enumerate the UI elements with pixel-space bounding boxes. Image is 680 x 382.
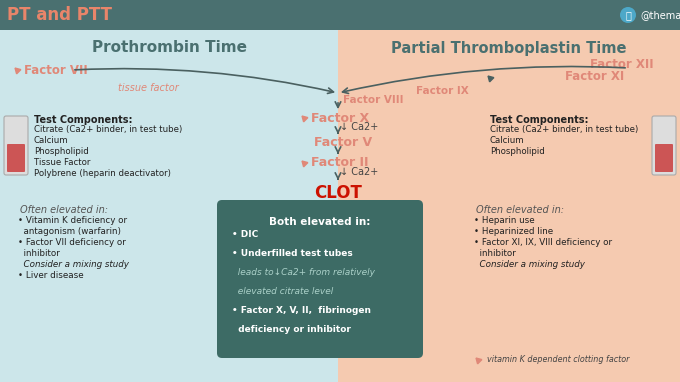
Text: Calcium: Calcium bbox=[490, 136, 525, 145]
Text: • Factor VII deficiency or: • Factor VII deficiency or bbox=[18, 238, 126, 247]
Text: 🐦: 🐦 bbox=[625, 10, 631, 21]
Text: @thematttsai: @thematttsai bbox=[640, 10, 680, 20]
Text: • Factor X, V, II,  fibrinogen: • Factor X, V, II, fibrinogen bbox=[232, 306, 371, 315]
Text: Often elevated in:: Often elevated in: bbox=[476, 205, 564, 215]
Bar bbox=[0, 30, 338, 382]
FancyBboxPatch shape bbox=[652, 116, 676, 175]
Text: Often elevated in:: Often elevated in: bbox=[20, 205, 108, 215]
Bar bbox=[338, 30, 680, 382]
Text: PT and PTT: PT and PTT bbox=[7, 6, 112, 24]
Text: Factor V: Factor V bbox=[314, 136, 372, 149]
Text: Factor X: Factor X bbox=[311, 112, 369, 125]
Text: Factor II: Factor II bbox=[311, 157, 369, 170]
Text: Citrate (Ca2+ binder, in test tube): Citrate (Ca2+ binder, in test tube) bbox=[490, 125, 639, 134]
Text: inhibitor: inhibitor bbox=[18, 249, 60, 258]
Text: elevated citrate level: elevated citrate level bbox=[232, 287, 333, 296]
Text: antagonism (warfarin): antagonism (warfarin) bbox=[18, 227, 121, 236]
Text: Factor VII: Factor VII bbox=[24, 63, 88, 76]
Text: • Heparin use: • Heparin use bbox=[474, 216, 534, 225]
Text: ↓ Ca2+: ↓ Ca2+ bbox=[340, 122, 378, 132]
Text: Phospholipid: Phospholipid bbox=[490, 147, 545, 156]
Text: • Vitamin K deficiency or: • Vitamin K deficiency or bbox=[18, 216, 127, 225]
Text: Citrate (Ca2+ binder, in test tube): Citrate (Ca2+ binder, in test tube) bbox=[34, 125, 182, 134]
Text: deficiency or inhibitor: deficiency or inhibitor bbox=[232, 325, 351, 334]
Text: Factor XII: Factor XII bbox=[590, 58, 653, 71]
Text: • Factor XI, IX, VIII deficiency or: • Factor XI, IX, VIII deficiency or bbox=[474, 238, 612, 247]
Text: Partial Thromboplastin Time: Partial Thromboplastin Time bbox=[391, 40, 627, 55]
Bar bbox=[0, 0, 680, 30]
Text: Consider a mixing study: Consider a mixing study bbox=[18, 260, 129, 269]
FancyBboxPatch shape bbox=[4, 116, 28, 175]
Text: Tissue Factor: Tissue Factor bbox=[34, 158, 90, 167]
Text: • DIC: • DIC bbox=[232, 230, 258, 239]
Text: leads to↓Ca2+ from relatively: leads to↓Ca2+ from relatively bbox=[232, 268, 375, 277]
Text: Factor VIII: Factor VIII bbox=[343, 95, 403, 105]
Text: Calcium: Calcium bbox=[34, 136, 69, 145]
Text: Polybrene (heparin deactivator): Polybrene (heparin deactivator) bbox=[34, 169, 171, 178]
Text: • Heparinized line: • Heparinized line bbox=[474, 227, 553, 236]
Text: Factor XI: Factor XI bbox=[565, 70, 624, 83]
FancyBboxPatch shape bbox=[7, 144, 25, 172]
Text: Phospholipid: Phospholipid bbox=[34, 147, 89, 156]
Text: Test Components:: Test Components: bbox=[34, 115, 133, 125]
Text: CLOT: CLOT bbox=[314, 184, 362, 202]
Text: Consider a mixing study: Consider a mixing study bbox=[474, 260, 585, 269]
Text: vitamin K dependent clotting factor: vitamin K dependent clotting factor bbox=[487, 356, 630, 364]
Text: Both elevated in:: Both elevated in: bbox=[269, 217, 371, 227]
Text: ↓ Ca2+: ↓ Ca2+ bbox=[340, 167, 378, 177]
Text: inhibitor: inhibitor bbox=[474, 249, 516, 258]
Text: • Liver disease: • Liver disease bbox=[18, 271, 84, 280]
Text: Factor IX: Factor IX bbox=[416, 86, 469, 96]
Text: Prothrombin Time: Prothrombin Time bbox=[92, 40, 246, 55]
FancyBboxPatch shape bbox=[217, 200, 423, 358]
FancyBboxPatch shape bbox=[655, 144, 673, 172]
Text: • Underfilled test tubes: • Underfilled test tubes bbox=[232, 249, 353, 258]
Text: tissue factor: tissue factor bbox=[118, 83, 178, 93]
Text: Test Components:: Test Components: bbox=[490, 115, 588, 125]
Circle shape bbox=[620, 7, 636, 23]
